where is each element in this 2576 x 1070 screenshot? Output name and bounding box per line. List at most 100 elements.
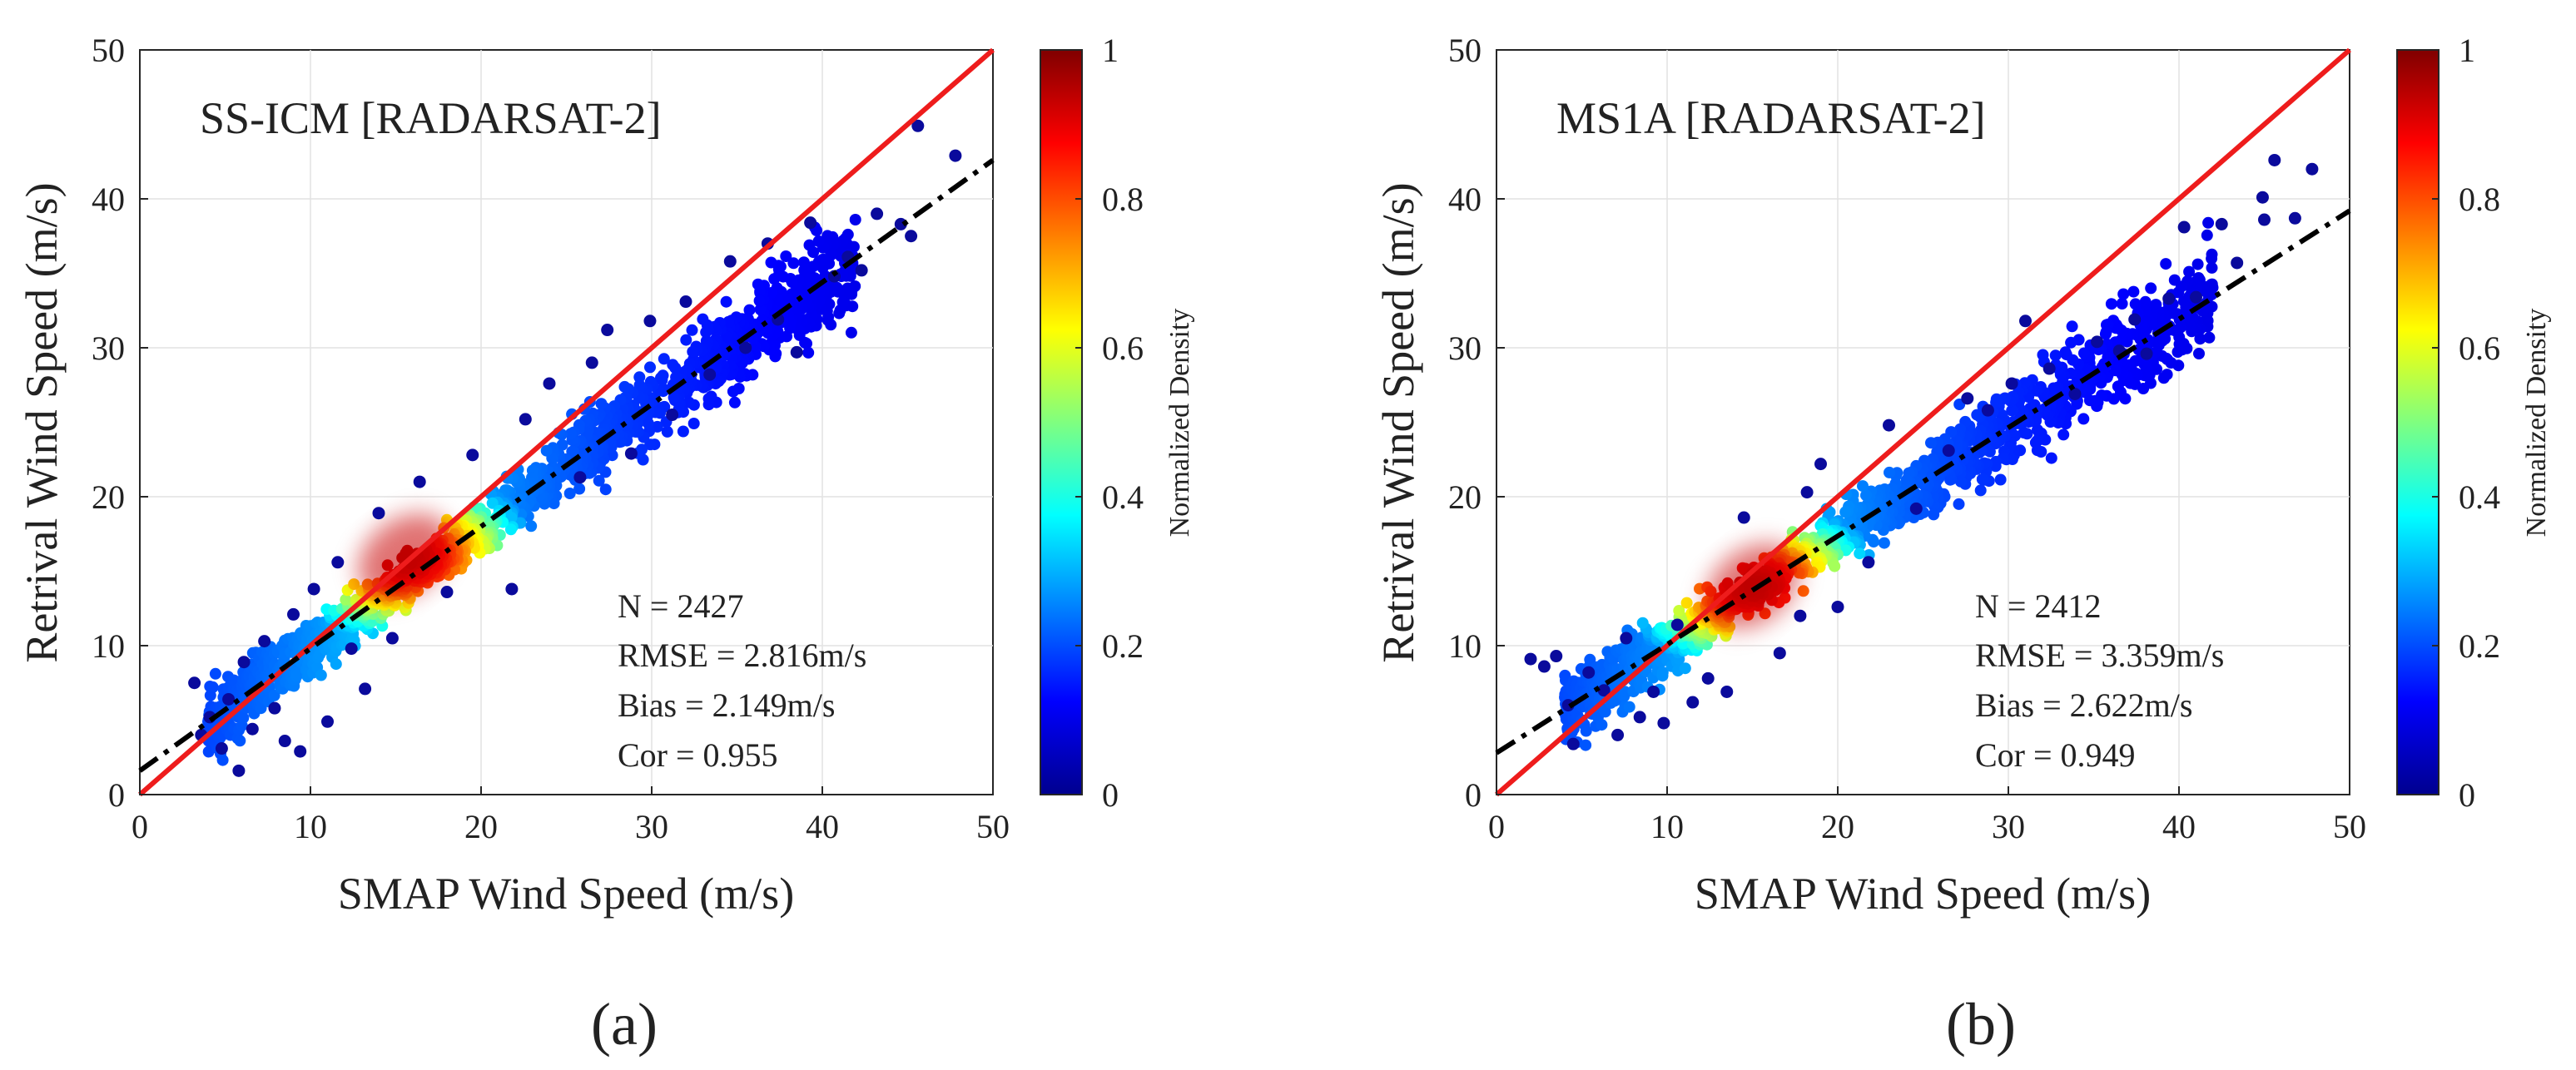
scatter-point — [739, 341, 752, 354]
density-point — [234, 735, 246, 747]
scatter-point — [703, 368, 717, 381]
scatter-point — [188, 676, 201, 690]
scatter-point — [2068, 387, 2082, 400]
scatter-point — [723, 255, 737, 268]
density-point — [599, 483, 612, 496]
density-point — [787, 257, 800, 270]
density-point — [618, 380, 631, 393]
density-point — [2201, 314, 2212, 325]
density-point — [1673, 605, 1685, 617]
density-point — [595, 398, 608, 410]
scatter-point — [1582, 666, 1596, 679]
density-point — [2157, 372, 2170, 384]
density-point — [2206, 252, 2218, 265]
density-point — [797, 256, 810, 269]
scatter-point — [307, 582, 320, 596]
density-point — [2057, 428, 2070, 441]
scatter-point — [278, 735, 291, 748]
scatter-point — [1620, 632, 1633, 645]
density-point — [821, 314, 834, 326]
density-point — [2059, 346, 2072, 359]
density-point — [348, 578, 360, 591]
scatter-point — [385, 632, 399, 645]
y-tick-label: 0 — [1465, 776, 1482, 814]
density-point — [563, 488, 576, 499]
scatter-point — [294, 745, 307, 758]
density-point — [2117, 288, 2130, 300]
density-point — [2145, 282, 2157, 295]
scatter-point — [585, 356, 598, 369]
density-point — [1928, 508, 1940, 521]
x-tick-label: 0 — [1488, 808, 1505, 845]
scatter-point — [215, 742, 228, 755]
scatter-point — [666, 409, 679, 422]
stat-bias: Bias = 2.149m/s — [618, 686, 835, 724]
scatter-point — [2005, 377, 2018, 390]
stat-n: N = 2427 — [618, 587, 743, 625]
density-point — [1878, 537, 1890, 549]
colorbar-tick-label: 1 — [2459, 32, 2475, 69]
density-point — [1580, 725, 1592, 737]
density-point — [2029, 437, 2042, 448]
density-point — [765, 256, 777, 269]
density-point — [802, 346, 815, 359]
scatter-point — [1814, 458, 1827, 471]
stat-cor: Cor = 0.949 — [1975, 736, 2136, 774]
density-point — [803, 239, 816, 251]
scatter-point — [1657, 716, 1670, 730]
scatter-point — [413, 475, 426, 488]
scatter-point — [372, 507, 385, 520]
density-point — [1953, 498, 1965, 510]
scatter-point — [2177, 220, 2191, 234]
y-tick-label: 20 — [1448, 478, 1482, 516]
x-tick-label: 10 — [1650, 808, 1684, 845]
density-point — [2127, 285, 2140, 298]
y-tick-label: 10 — [92, 627, 125, 665]
density-point — [1857, 480, 1869, 493]
density-core — [357, 513, 451, 600]
density-point — [2066, 320, 2078, 333]
density-point — [1990, 396, 2003, 409]
density-point — [1636, 617, 1649, 629]
scatter-point — [1961, 392, 1974, 405]
scatter-point — [1831, 600, 1844, 613]
density-point — [2112, 380, 2124, 393]
density-point — [1974, 484, 1987, 497]
density-point — [752, 278, 764, 290]
density-point — [540, 444, 553, 457]
x-tick-labels: 0 10 20 30 40 50 — [1488, 786, 2366, 845]
scatter-point — [1550, 650, 1563, 663]
scatter-point — [949, 149, 962, 162]
stat-n: N = 2412 — [1975, 587, 2101, 625]
density-point — [727, 385, 739, 398]
colorbar-tick-label: 0.6 — [1102, 329, 1144, 367]
scatter-point — [2258, 213, 2271, 226]
colorbar-tick-label: 0 — [1102, 776, 1119, 814]
density-point — [1854, 547, 1866, 560]
reference-lines — [1495, 47, 2351, 797]
density-point — [330, 658, 342, 671]
y-axis-label: Retrival Wind Speed (m/s) — [17, 182, 67, 662]
scatter-point — [345, 642, 358, 656]
scatter-point — [1800, 486, 1814, 499]
scatter-point — [573, 471, 587, 484]
scatter-point — [287, 607, 300, 621]
density-point — [2006, 404, 2018, 417]
density-point — [687, 418, 700, 429]
density-point — [291, 668, 304, 681]
density-point — [2065, 336, 2077, 349]
scatter-points — [1524, 153, 2319, 750]
density-point — [849, 214, 861, 225]
scatter-point — [2190, 290, 2202, 304]
scatter-point — [2305, 162, 2319, 176]
density-point — [2191, 258, 2204, 270]
scatter-point — [1633, 711, 1646, 724]
density-point — [2099, 328, 2112, 340]
density-point — [1623, 701, 1635, 713]
scatter-point — [679, 295, 692, 309]
scatter-point — [1611, 728, 1625, 741]
scatter-point — [1670, 618, 1684, 632]
stat-rmse: RMSE = 3.359m/s — [1975, 637, 2224, 674]
scatter-point — [1561, 699, 1575, 712]
